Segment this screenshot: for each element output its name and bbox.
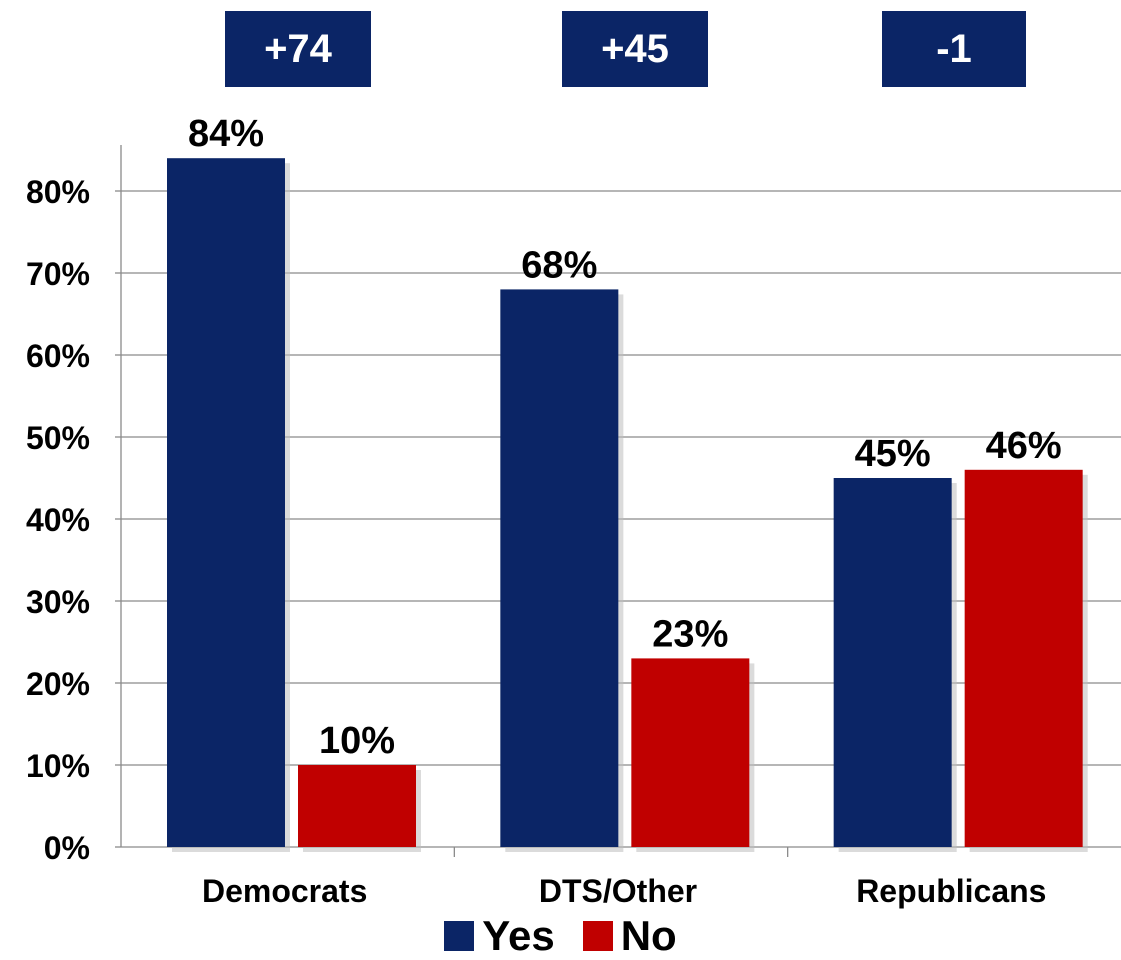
- data-label-yes-democrats: 84%: [188, 113, 264, 155]
- legend-label-no: No: [620, 912, 677, 959]
- x-category-label-dts-other: DTS/Other: [539, 873, 697, 909]
- legend: Yes No: [0, 912, 1121, 960]
- difference-badge-dts-other: +45: [562, 11, 708, 87]
- data-label-no-democrats: 10%: [319, 720, 395, 762]
- y-tick-label: 30%: [26, 584, 90, 620]
- y-tick-label: 0%: [44, 830, 90, 866]
- data-label-yes-republicans: 45%: [855, 433, 931, 475]
- x-category-label-democrats: Democrats: [202, 873, 367, 909]
- y-tick-label: 80%: [26, 174, 90, 210]
- bar-yes-democrats: [167, 158, 285, 847]
- bar-no-dts-other: [631, 658, 750, 847]
- legend-swatch-no: [582, 921, 613, 951]
- legend-label-yes: Yes: [482, 912, 555, 959]
- legend-item-no: No: [582, 912, 677, 960]
- data-label-yes-dts-other: 68%: [521, 244, 597, 286]
- bar-no-democrats: [298, 765, 416, 847]
- y-tick-label: 70%: [26, 256, 90, 292]
- legend-item-yes: Yes: [444, 912, 555, 960]
- y-tick-label: 40%: [26, 502, 90, 538]
- difference-badge-democrats: +74: [225, 11, 371, 87]
- difference-badge-republicans: -1: [882, 11, 1026, 87]
- y-tick-label: 20%: [26, 666, 90, 702]
- x-category-label-republicans: Republicans: [856, 873, 1046, 909]
- bar-yes-republicans: [833, 478, 952, 847]
- data-label-no-republicans: 46%: [986, 425, 1062, 467]
- y-tick-label: 50%: [26, 420, 90, 456]
- bar-no-republicans: [964, 469, 1083, 847]
- y-tick-label: 10%: [26, 748, 90, 784]
- legend-swatch-yes: [444, 921, 475, 951]
- bar-yes-dts-other: [500, 289, 619, 847]
- y-tick-label: 60%: [26, 338, 90, 374]
- data-label-no-dts-other: 23%: [652, 613, 728, 655]
